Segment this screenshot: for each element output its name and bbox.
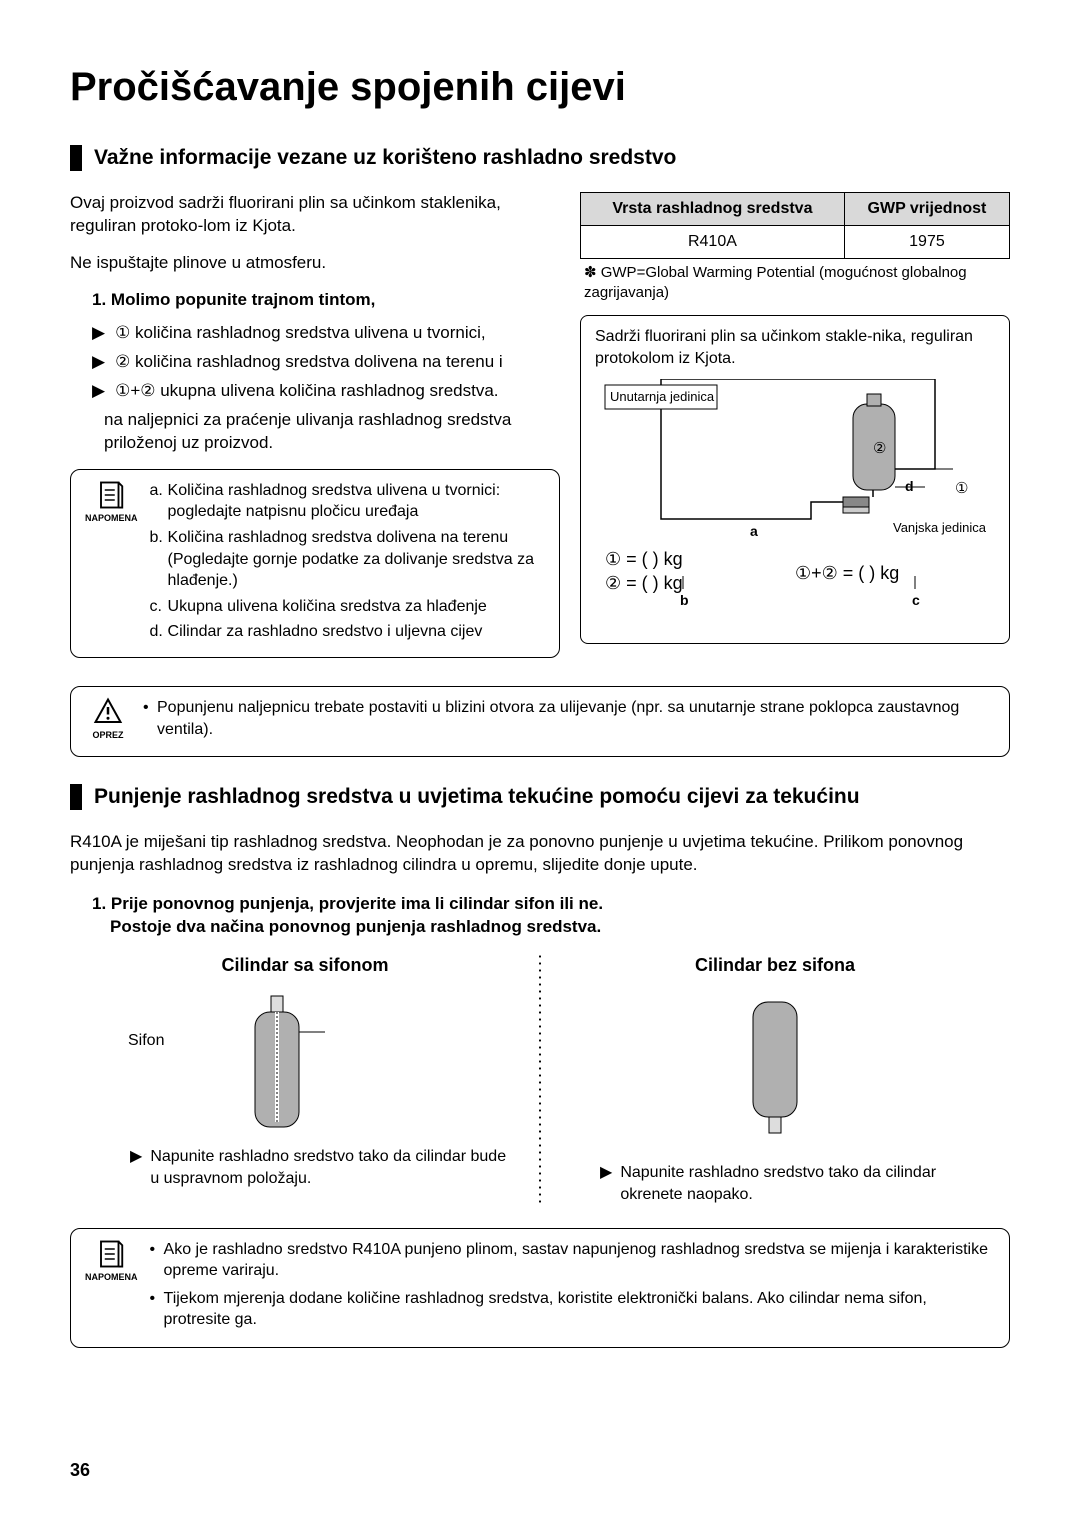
li-a: a. (150, 480, 168, 523)
bullet-item-2: ▶ ② količina rashladnog sredstva doliven… (92, 351, 560, 374)
li-b-text: Količina rashladnog sredstva dolivena na… (168, 527, 545, 592)
s2-l1: Prije ponovnog punjenja, provjerite ima … (111, 894, 603, 913)
note-icon-block-2: NAPOMENA (85, 1239, 138, 1337)
cylinder-no-siphon-diagram (715, 992, 835, 1142)
two-column-layout: Ovaj proizvod sadrži fluorirani plin sa … (70, 192, 1010, 672)
bullet-item-3: ▶ ①+② ukupna ulivena količina rashladnog… (92, 380, 560, 403)
cyl-right-note: ▶ Napunite rashladno sredstvo tako da ci… (540, 1162, 1010, 1205)
page-title: Pročišćavanje spojenih cijevi (70, 60, 1010, 114)
cyl-left-note: ▶ Napunite rashladno sredstvo tako da ci… (70, 1146, 540, 1189)
note2-content: •Ako je rashladno sredstvo R410A punjeno… (150, 1239, 995, 1337)
li-b: b. (150, 527, 168, 592)
caution-content: •Popunjenu naljepnicu trebate postaviti … (143, 697, 995, 746)
li-d-text: Cilindar za rashladno sredstvo i uljevna… (168, 621, 483, 643)
ordered-instruction: 1. Molimo popunite trajnom tintom, (92, 289, 560, 312)
cyl-right-note-text: Napunite rashladno sredstvo tako da cili… (620, 1162, 980, 1205)
caution-icon (93, 697, 123, 727)
bullet-dot: • (150, 1288, 164, 1331)
cyl-right: Cilindar bez sifona ▶ Napunite rashladno… (540, 953, 1010, 1205)
indoor-label: Unutarnja jedinica (610, 388, 714, 406)
bullet-dot: • (143, 697, 157, 740)
label-a: a (750, 522, 758, 541)
bullet-list: ▶ ① količina rashladnog sredstva ulivena… (92, 322, 560, 403)
cyl-left: Cilindar sa sifonom Sifon ▶ Napunite ras… (70, 953, 540, 1205)
left-column: Ovaj proizvod sadrži fluorirani plin sa … (70, 192, 560, 672)
note-content: a.Količina rashladnog sredstva ulivena u… (150, 480, 545, 647)
sub-text: na naljepnici za praćenje ulivanja rashl… (104, 409, 560, 455)
note-box-2: NAPOMENA •Ako je rashladno sredstvo R410… (70, 1228, 1010, 1348)
diagram-box: Sadrži fluorirani plin sa učinkom stakle… (580, 315, 1010, 644)
eq-2: ② = ( ) kg (605, 571, 683, 595)
li-a-text: Količina rashladnog sredstva ulivena u t… (168, 480, 545, 523)
note-label: NAPOMENA (85, 512, 138, 524)
s2-ordered: 1. Prije ponovnog punjenja, provjerite i… (92, 893, 1010, 939)
cylinder-comparison: Cilindar sa sifonom Sifon ▶ Napunite ras… (70, 953, 1010, 1205)
note2-b2: Tijekom mjerenja dodane količine rashlad… (164, 1288, 995, 1331)
section-heading-2: Punjenje rashladnog sredstva u uvjetima … (70, 783, 1010, 811)
bullet-item-1: ▶ ① količina rashladnog sredstva ulivena… (92, 322, 560, 345)
caution-box: OPREZ •Popunjenu naljepnicu trebate post… (70, 686, 1010, 757)
bullet-text: ①+② ukupna ulivena količina rashladnog s… (115, 380, 498, 403)
triangle-icon: ▶ (92, 351, 105, 374)
triangle-icon: ▶ (130, 1146, 142, 1189)
ol-num: 1. (92, 290, 106, 309)
note-box-1: NAPOMENA a.Količina rashladnog sredstva … (70, 469, 560, 658)
note-icon (96, 480, 126, 510)
cyl-right-title: Cilindar bez sifona (540, 953, 1010, 977)
diagram-intro: Sadrži fluorirani plin sa učinkom stakle… (595, 326, 995, 369)
caution-icon-block: OPREZ (85, 697, 131, 746)
s2-l2: Postoje dva načina ponovnog punjenja ras… (110, 917, 601, 936)
s2-paragraph: R410A je miješani tip rashladnog sredstv… (70, 831, 1010, 877)
td-gwp: 1975 (844, 225, 1009, 258)
note-icon-block: NAPOMENA (85, 480, 138, 647)
heading-bar (70, 145, 82, 171)
caution-text: Popunjenu naljepnicu trebate postaviti u… (157, 697, 995, 740)
note-icon (96, 1239, 126, 1269)
th-type: Vrsta rashladnog sredstva (581, 193, 845, 226)
intro-p2: Ne ispuštajte plinove u atmosferu. (70, 252, 560, 275)
cyl-left-title: Cilindar sa sifonom (70, 953, 540, 977)
page-number: 36 (70, 1458, 90, 1482)
bullet-text: ② količina rashladnog sredstva dolivena … (115, 351, 503, 374)
triangle-icon: ▶ (92, 322, 105, 345)
section-heading-1: Važne informacije vezane uz korišteno ra… (70, 144, 1010, 172)
eq-1: ① = ( ) kg (605, 547, 683, 571)
right-column: Vrsta rashladnog sredstva GWP vrijednost… (580, 192, 1010, 672)
s2-num: 1. (92, 894, 106, 913)
table-footnote: ✽ GWP=Global Warming Potential (mogućnos… (584, 263, 1010, 304)
li-c: c. (150, 596, 168, 618)
triangle-icon: ▶ (600, 1162, 612, 1205)
td-type: R410A (581, 225, 845, 258)
note2-b1: Ako je rashladno sredstvo R410A punjeno … (164, 1239, 995, 1282)
th-gwp: GWP vrijednost (844, 193, 1009, 226)
caution-label: OPREZ (92, 729, 123, 741)
heading-bar (70, 784, 82, 810)
vertical-dots (539, 953, 541, 1205)
intro-p1: Ovaj proizvod sadrži fluorirani plin sa … (70, 192, 560, 238)
ol-text: Molimo popunite trajnom tintom, (111, 290, 375, 309)
note2-label: NAPOMENA (85, 1271, 138, 1283)
bullet-dot: • (150, 1239, 164, 1282)
sifon-label: Sifon (128, 1030, 188, 1052)
label-c: c (912, 591, 920, 610)
heading-text: Važne informacije vezane uz korišteno ra… (94, 144, 676, 172)
circled-1: ① (955, 479, 968, 499)
cylinder-siphon-diagram (225, 992, 385, 1142)
refrigerant-table: Vrsta rashladnog sredstva GWP vrijednost… (580, 192, 1010, 258)
label-d: d (905, 477, 914, 496)
li-d: d. (150, 621, 168, 643)
label-b: b (680, 591, 689, 610)
eq-3: ①+② = ( ) kg (795, 561, 899, 585)
li-c-text: Ukupna ulivena količina sredstva za hlađ… (168, 596, 487, 618)
outdoor-label: Vanjska jedinica (893, 519, 986, 537)
circled-2: ② (873, 439, 886, 459)
diagram-area: Unutarnja jedinica Vanjska jedinica ② ① … (595, 379, 995, 629)
heading-text-2: Punjenje rashladnog sredstva u uvjetima … (94, 783, 860, 811)
bullet-text: ① količina rashladnog sredstva ulivena u… (115, 322, 486, 345)
triangle-icon: ▶ (92, 380, 105, 403)
cyl-left-note-text: Napunite rashladno sredstvo tako da cili… (150, 1146, 510, 1189)
